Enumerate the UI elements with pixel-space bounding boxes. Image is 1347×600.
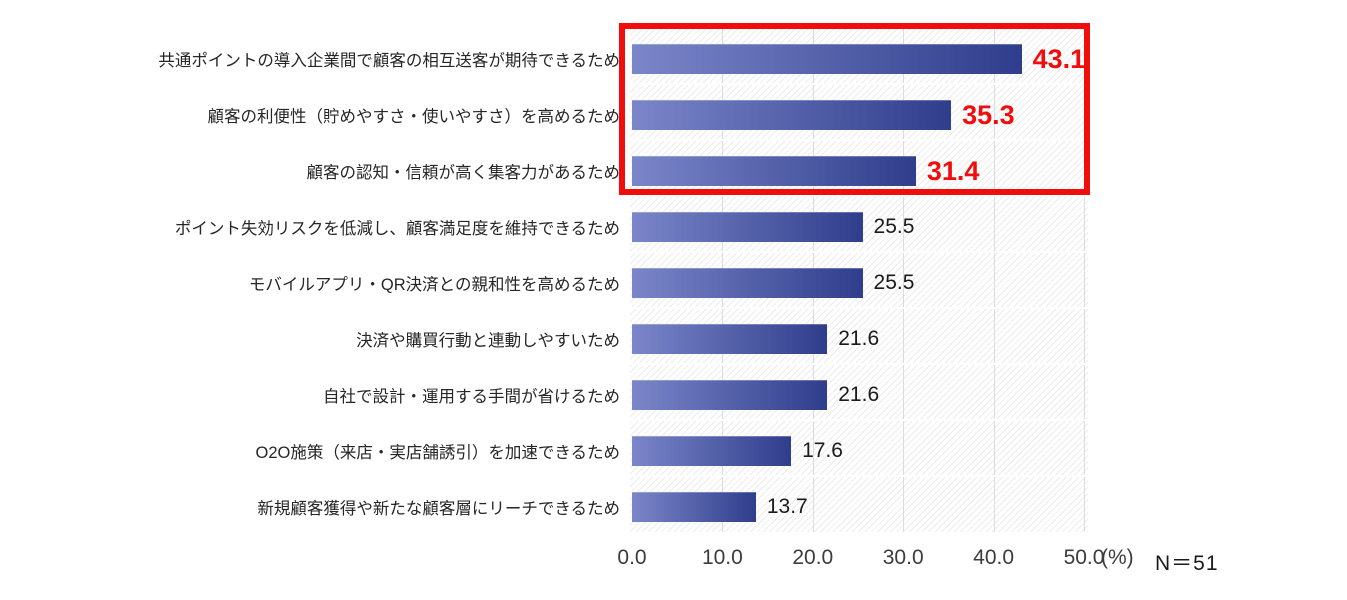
value-label: 21.6 bbox=[838, 383, 880, 406]
bar bbox=[632, 380, 828, 410]
value-label: 31.4 bbox=[926, 156, 980, 186]
bar bbox=[632, 156, 916, 186]
row-separator bbox=[630, 475, 1088, 477]
value-label: 13.7 bbox=[766, 495, 808, 518]
row-separator bbox=[630, 307, 1088, 309]
row-separator bbox=[630, 83, 1088, 85]
category-label: 決済や購買行動と連動しやすいため bbox=[356, 332, 620, 350]
value-label: 43.1 bbox=[1032, 44, 1086, 74]
bar bbox=[632, 100, 952, 130]
value-label: 21.6 bbox=[838, 327, 880, 350]
bar bbox=[632, 492, 756, 522]
row-separator bbox=[630, 195, 1088, 197]
bar bbox=[632, 436, 792, 466]
x-tick-label: 30.0 bbox=[882, 546, 924, 569]
x-tick-label: 50.0 bbox=[1063, 546, 1105, 569]
category-label: 顧客の利便性（貯めやすさ・使いやすさ）を高めるため bbox=[207, 108, 621, 126]
bar bbox=[632, 212, 863, 242]
category-label: モバイルアプリ・QR決済との親和性を高めるため bbox=[248, 276, 620, 294]
category-label: 共通ポイントの導入企業間で顧客の相互送客が期待できるため bbox=[158, 52, 620, 70]
plot-area: 43.1 35.3 31.4 25.5 25.5 21.6 21.6 17.6 13.7 bbox=[630, 28, 1088, 532]
gridline bbox=[993, 28, 995, 532]
category-label: O2O施策（来店・実店舗誘引）を加速できるため bbox=[255, 444, 620, 462]
gridline bbox=[903, 28, 905, 532]
value-label: 25.5 bbox=[873, 215, 915, 238]
category-label: 自社で設計・運用する手間が省けるため bbox=[323, 388, 620, 406]
x-tick-label: 20.0 bbox=[792, 546, 834, 569]
value-label: 17.6 bbox=[802, 439, 843, 462]
row-separator bbox=[630, 419, 1088, 421]
row-separator bbox=[630, 251, 1088, 253]
category-label: ポイント失効リスクを低減し、顧客満足度を維持できるため bbox=[174, 220, 620, 238]
row-separator bbox=[630, 139, 1088, 141]
sample-size-label: N＝51 bbox=[1155, 552, 1219, 575]
x-axis-unit-label: (%) bbox=[1101, 546, 1134, 569]
category-label: 顧客の認知・信頼が高く集客力があるため bbox=[306, 164, 621, 182]
gridline bbox=[1084, 28, 1085, 532]
value-label: 35.3 bbox=[962, 100, 1015, 130]
value-label: 25.5 bbox=[873, 271, 915, 294]
bar bbox=[632, 324, 828, 354]
x-tick-label: 40.0 bbox=[973, 546, 1015, 569]
bar bbox=[632, 44, 1022, 74]
category-label: 新規顧客獲得や新たな顧客層にリーチできるため bbox=[257, 500, 620, 518]
bar bbox=[632, 268, 863, 298]
x-tick-label: 10.0 bbox=[701, 546, 743, 569]
x-tick-label: 0.0 bbox=[617, 546, 647, 569]
row-separator bbox=[630, 363, 1088, 365]
